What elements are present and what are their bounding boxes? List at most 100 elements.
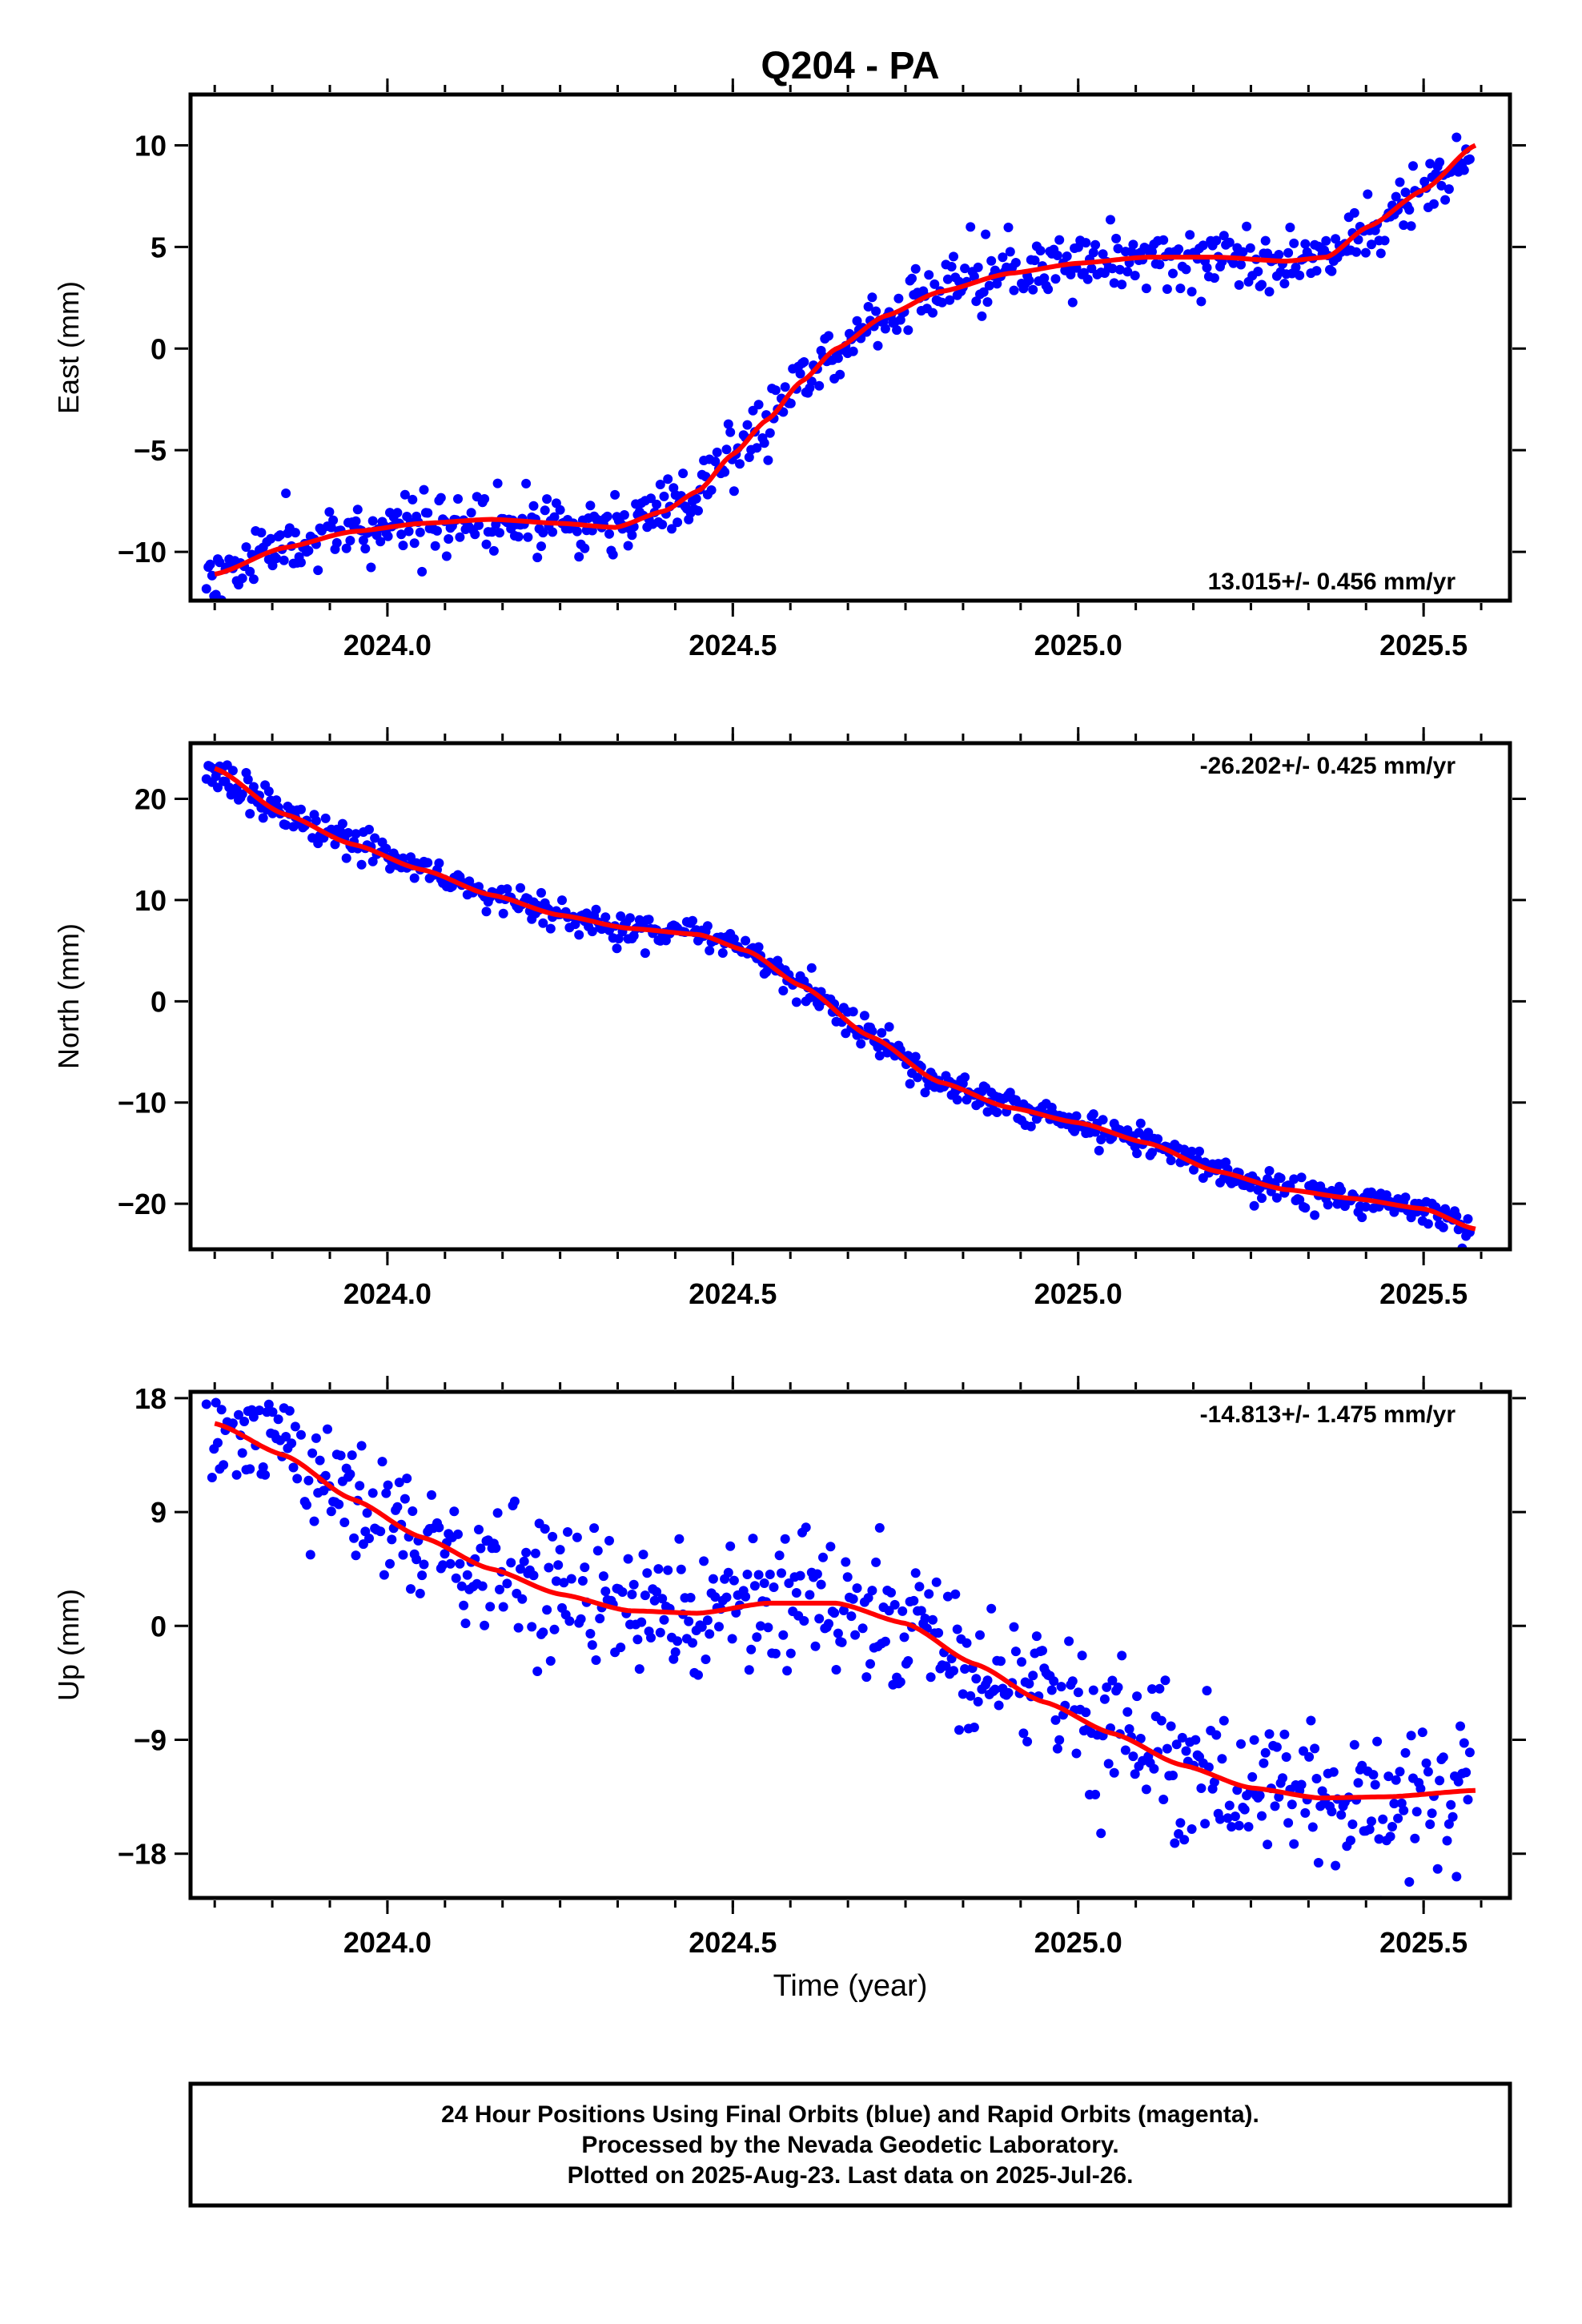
y-tick-label: 10 <box>135 884 167 917</box>
data-point <box>769 1582 779 1592</box>
data-point <box>470 529 480 540</box>
data-point <box>341 543 351 553</box>
data-point <box>1219 231 1229 241</box>
data-point <box>600 1586 611 1597</box>
data-point <box>610 489 620 500</box>
y-tick-label: 5 <box>151 231 167 263</box>
data-point <box>1005 247 1015 257</box>
data-point <box>655 480 665 489</box>
data-point <box>627 530 637 541</box>
data-point <box>516 1564 525 1574</box>
data-point <box>1249 1735 1259 1745</box>
data-point <box>1090 239 1101 250</box>
data-point <box>924 270 934 280</box>
data-point <box>326 522 336 533</box>
data-point <box>387 1534 397 1545</box>
data-point <box>617 1587 628 1597</box>
data-point <box>548 527 558 537</box>
data-point <box>367 516 378 526</box>
data-point <box>1217 1754 1227 1764</box>
data-point <box>913 1072 923 1083</box>
data-point <box>1234 279 1244 290</box>
data-point <box>1135 1734 1146 1743</box>
data-point <box>1103 1759 1114 1769</box>
data-point <box>481 539 492 549</box>
data-point <box>969 271 979 282</box>
data-point <box>1425 1819 1435 1829</box>
fit-curve <box>214 143 1477 577</box>
data-point <box>1260 235 1271 246</box>
data-point <box>1162 1743 1172 1754</box>
data-point <box>1331 1860 1341 1871</box>
data-point <box>572 526 582 537</box>
data-point <box>434 858 444 868</box>
data-point <box>585 1629 596 1638</box>
data-point <box>474 520 484 530</box>
data-point <box>723 419 733 429</box>
data-point <box>774 1550 785 1561</box>
data-point <box>364 824 374 834</box>
data-point <box>812 1569 822 1579</box>
data-point <box>320 813 331 823</box>
data-point <box>721 1592 732 1602</box>
data-point <box>352 505 363 515</box>
data-point <box>538 1627 548 1638</box>
data-point <box>782 1666 793 1676</box>
x-tick-label: 2025.0 <box>1034 1926 1122 1959</box>
data-point <box>434 1522 444 1533</box>
data-point <box>1113 1683 1123 1692</box>
data-point <box>1111 233 1122 243</box>
data-point <box>441 551 452 561</box>
data-point <box>415 527 425 537</box>
data-point <box>1313 1858 1323 1868</box>
data-point <box>676 1564 686 1574</box>
data-point <box>375 537 386 547</box>
data-point <box>604 1535 614 1546</box>
data-point <box>831 1665 841 1675</box>
data-point <box>642 1568 652 1578</box>
data-point <box>753 400 764 410</box>
data-point <box>201 584 211 594</box>
footer-line-3: Plotted on 2025-Aug-23. Last data on 202… <box>568 2162 1134 2189</box>
data-point <box>591 904 601 915</box>
data-point <box>409 873 420 883</box>
data-point <box>746 1644 757 1655</box>
data-point <box>659 491 669 501</box>
data-point <box>245 1464 255 1474</box>
data-point <box>545 1656 556 1666</box>
data-point <box>549 1624 560 1634</box>
data-point <box>814 380 825 391</box>
data-point <box>1271 1192 1282 1203</box>
data-point <box>1132 1148 1142 1159</box>
x-axis-label: Time (year) <box>773 1969 928 2003</box>
data-point <box>765 428 775 438</box>
data-point <box>1003 1687 1014 1698</box>
data-point <box>267 561 278 571</box>
data-point <box>829 1608 840 1618</box>
data-point <box>392 1502 403 1512</box>
data-point <box>1368 1770 1379 1780</box>
data-point <box>330 839 340 850</box>
data-point <box>954 1725 964 1735</box>
data-point <box>595 1614 605 1624</box>
data-point <box>600 912 611 923</box>
data-point <box>1175 283 1186 294</box>
data-point <box>903 325 913 336</box>
fit-curve <box>214 1421 1476 1801</box>
data-point <box>702 921 713 931</box>
data-point <box>260 1470 271 1480</box>
data-point <box>1022 1736 1033 1747</box>
data-point <box>1427 1808 1437 1819</box>
data-point <box>960 263 970 274</box>
data-point <box>1099 1694 1110 1704</box>
data-point <box>1379 235 1390 246</box>
data-point <box>495 1584 504 1594</box>
data-point <box>460 1618 471 1629</box>
data-point <box>417 1570 428 1581</box>
data-point <box>1158 1795 1169 1804</box>
data-point <box>334 1499 344 1510</box>
data-point <box>1239 1804 1250 1815</box>
data-point <box>517 1594 528 1604</box>
data-point <box>213 1437 223 1448</box>
data-point <box>1082 274 1093 284</box>
